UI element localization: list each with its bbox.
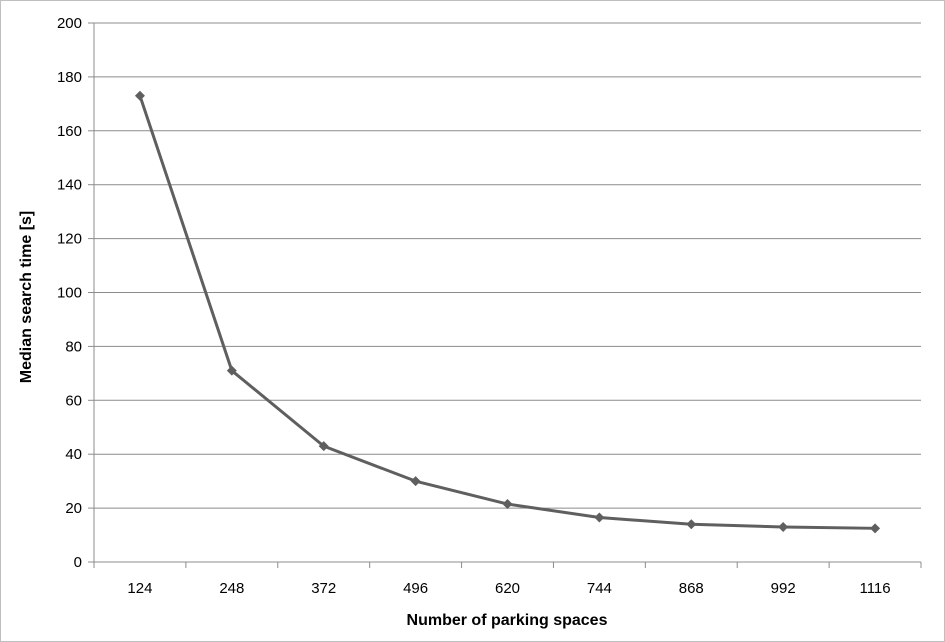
x-tick-label: 620 [495, 580, 520, 597]
x-tick-label: 248 [219, 580, 244, 597]
y-tick-label: 120 [57, 231, 82, 248]
y-tick-label: 20 [65, 500, 82, 517]
series-line [138, 95, 876, 530]
data-point-marker [134, 90, 145, 101]
axes [88, 22, 922, 568]
x-tick-label: 744 [587, 580, 612, 597]
x-tick-label: 372 [311, 580, 336, 597]
y-tick-label: 200 [57, 15, 82, 32]
y-tick-labels: 0 20 40 60 80 100 120 140 160 180 200 [57, 15, 82, 571]
data-point-marker [594, 512, 605, 523]
data-point-marker [502, 499, 513, 510]
y-tick-label: 60 [65, 392, 82, 409]
data-point-marker [870, 523, 881, 534]
x-tick-label: 1116 [859, 580, 890, 597]
x-tick-label: 496 [403, 580, 428, 597]
y-tick-label: 40 [65, 446, 82, 463]
data-point-marker [410, 476, 421, 487]
y-tick-label: 100 [57, 285, 82, 302]
data-point-marker [778, 521, 789, 532]
gridlines [94, 22, 921, 509]
x-tick-label: 868 [679, 580, 704, 597]
x-tick-label: 124 [127, 580, 152, 597]
x-axis-title: Number of parking spaces [407, 612, 608, 629]
data-series [134, 90, 881, 534]
y-axis-title: Median search time [s] [18, 211, 35, 384]
y-tick-label: 180 [57, 69, 82, 86]
y-tick-label: 0 [74, 554, 82, 571]
data-point-marker [686, 519, 697, 530]
data-point-marker [318, 441, 329, 452]
y-tick-label: 140 [57, 177, 82, 194]
y-tick-label: 80 [65, 338, 82, 355]
x-tick-labels: 124 248 372 496 620 744 868 992 1116 [127, 580, 890, 597]
x-tick-label: 992 [771, 580, 796, 597]
data-point-marker [226, 365, 237, 376]
y-tick-label: 160 [57, 123, 82, 140]
